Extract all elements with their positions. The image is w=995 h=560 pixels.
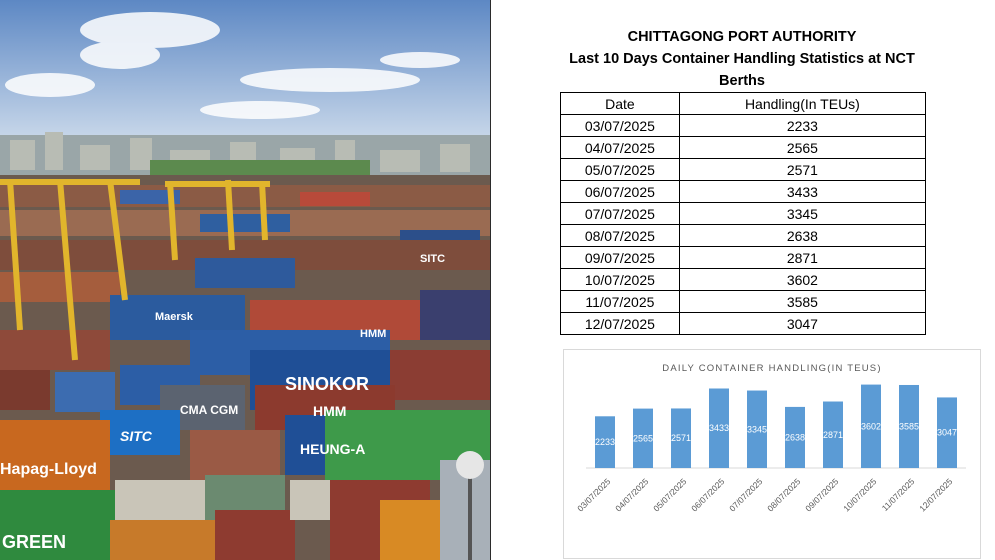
date-cell: 09/07/2025 (560, 246, 680, 269)
teu-cell: 2233 (678, 114, 927, 137)
x-tick-label: 10/07/2025 (841, 476, 878, 513)
table-row: 04/07/2025 2565 (560, 136, 927, 159)
x-tick-label: 07/07/2025 (727, 476, 764, 513)
bar-11/07/2025 (899, 384, 919, 468)
bar-06/07/2025 (709, 388, 729, 468)
organization-title: CHITTAGONG PORT AUTHORITY (627, 29, 857, 45)
table-row: 09/07/2025 2871 (560, 246, 927, 269)
container-text: Maersk (155, 311, 194, 323)
teu-cell: 3433 (678, 180, 927, 203)
x-tick-label: 11/07/2025 (880, 476, 917, 513)
bar-04/07/2025 (633, 408, 653, 468)
teu-cell: 2871 (678, 246, 927, 269)
container-text: Hapag-Lloyd (0, 461, 97, 478)
date-cell: 06/07/2025 (560, 180, 680, 203)
table-row: 12/07/2025 3047 (560, 312, 927, 335)
teu-cell: 3047 (678, 312, 927, 335)
container-text: SITC (120, 428, 153, 444)
container-lettering: SINOKOR HMM SITC HEUNG-A CMA CGM Hapag-L… (0, 253, 445, 552)
x-tick-label: 06/07/2025 (689, 476, 726, 513)
data-label: 2571 (671, 433, 691, 443)
bar-chart-svg: DAILY CONTAINER HANDLING(IN TEUS) 2233 03… (575, 363, 966, 513)
data-label: 3345 (747, 424, 767, 434)
date-cell: 11/07/2025 (560, 290, 680, 313)
data-label: 3047 (937, 428, 957, 438)
x-tick-label: 04/07/2025 (613, 476, 650, 513)
data-label: 2565 (633, 433, 653, 443)
date-cell: 07/07/2025 (560, 202, 680, 225)
handling-statistics-table: Date Handling(In TEUs) 03/07/2025 2233 04… (560, 92, 927, 335)
table-row: 05/07/2025 2571 (560, 158, 927, 181)
x-tick-label: 03/07/2025 (575, 476, 612, 513)
table-row: 07/07/2025 3345 (560, 202, 927, 225)
chart-title: DAILY CONTAINER HANDLING(IN TEUS) (662, 363, 881, 374)
port-photo: SINOKOR HMM SITC HEUNG-A CMA CGM Hapag-L… (0, 0, 490, 560)
table-row: 06/07/2025 3433 (560, 180, 927, 203)
date-cell: 03/07/2025 (560, 114, 680, 137)
container-yard-illustration: SINOKOR HMM SITC HEUNG-A CMA CGM Hapag-L… (0, 0, 490, 560)
x-tick-label: 08/07/2025 (765, 476, 802, 513)
bar-09/07/2025 (823, 401, 843, 468)
data-label: 3602 (861, 421, 881, 431)
teu-cell: 2571 (678, 158, 927, 181)
table-header-row: Date Handling(In TEUs) (560, 92, 927, 115)
table-row: 10/07/2025 3602 (560, 268, 927, 291)
data-label: 3585 (899, 421, 919, 431)
lamp-post (456, 451, 484, 560)
teu-cell: 3345 (678, 202, 927, 225)
column-header-date: Date (560, 92, 680, 115)
clouds (5, 12, 460, 119)
table-row: 11/07/2025 3585 (560, 290, 927, 313)
bar-05/07/2025 (671, 408, 691, 468)
teu-cell: 2638 (678, 224, 927, 247)
sky (0, 0, 490, 140)
container-stacks (0, 185, 490, 560)
container-text: SITC (420, 253, 445, 265)
teu-cell: 3602 (678, 268, 927, 291)
date-cell: 10/07/2025 (560, 268, 680, 291)
statistics-subtitle: Last 10 Days Container Handling Statisti… (569, 51, 915, 89)
container-text: HEUNG-A (300, 441, 365, 457)
date-cell: 08/07/2025 (560, 224, 680, 247)
date-cell: 05/07/2025 (560, 158, 680, 181)
container-text: HMM (313, 403, 346, 419)
bar-10/07/2025 (861, 384, 881, 468)
x-tick-label: 09/07/2025 (803, 476, 840, 513)
teu-cell: 3585 (678, 290, 927, 313)
data-label: 2638 (785, 432, 805, 442)
date-cell: 12/07/2025 (560, 312, 680, 335)
bars-group: 2233 03/07/2025 2565 04/07/2025 2571 05/07/20… (575, 384, 957, 513)
container-text: HMM (360, 328, 386, 340)
column-header-handling: Handling(In TEUs) (678, 92, 927, 115)
data-label: 3433 (709, 423, 729, 433)
title-block: CHITTAGONG PORT AUTHORITY Last 10 Days C… (556, 26, 928, 92)
date-cell: 04/07/2025 (560, 136, 680, 159)
x-tick-label: 05/07/2025 (651, 476, 688, 513)
daily-handling-chart: DAILY CONTAINER HANDLING(IN TEUS) 2233 03… (563, 349, 981, 559)
gantry-cranes (0, 179, 270, 361)
container-text: CMA CGM (180, 403, 238, 417)
bar-03/07/2025 (595, 416, 615, 468)
container-text: GREEN (2, 532, 66, 552)
data-label: 2871 (823, 430, 843, 440)
bar-08/07/2025 (785, 406, 805, 468)
x-tick-label: 12/07/2025 (917, 476, 954, 513)
teu-cell: 2565 (678, 136, 927, 159)
bar-12/07/2025 (937, 397, 957, 468)
data-label: 2233 (595, 437, 615, 447)
table-row: 03/07/2025 2233 (560, 114, 927, 137)
table-row: 08/07/2025 2638 (560, 224, 927, 247)
bar-07/07/2025 (747, 390, 767, 468)
container-text: SINOKOR (285, 374, 369, 394)
vertical-divider (490, 0, 491, 560)
